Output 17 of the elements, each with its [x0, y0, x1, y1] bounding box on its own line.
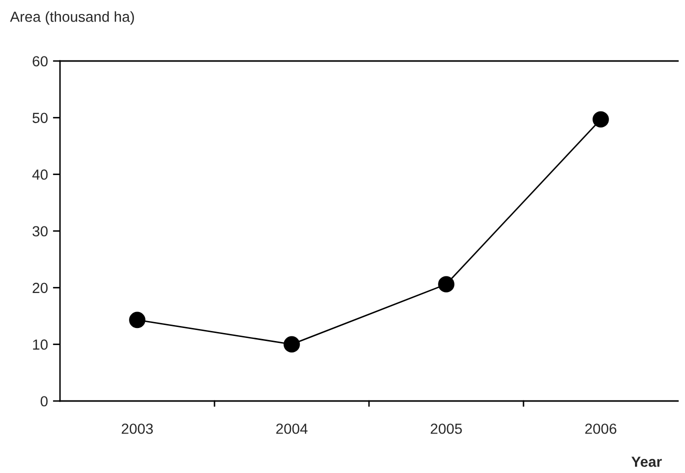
y-axis-title: Area (thousand ha) [10, 11, 134, 25]
point [284, 336, 300, 352]
x-tick-label: 2003 [122, 424, 153, 434]
y-tick-label: 60 [32, 56, 48, 66]
y-tick-label: 40 [32, 169, 48, 180]
point [592, 111, 609, 128]
x-tick-label: 2005 [430, 424, 462, 434]
x-axis-title: Year [631, 456, 662, 467]
y-tick-label: 0 [40, 396, 48, 406]
y-tick-label: 50 [32, 112, 48, 124]
point [129, 312, 146, 328]
y-tick-label: 20 [32, 282, 48, 294]
y-tick-label: 10 [33, 339, 48, 350]
x-tick-label: 2004 [276, 424, 308, 434]
x-tick-label: 2006 [585, 424, 616, 434]
point [438, 276, 454, 292]
y-tick-label: 30 [32, 226, 48, 236]
